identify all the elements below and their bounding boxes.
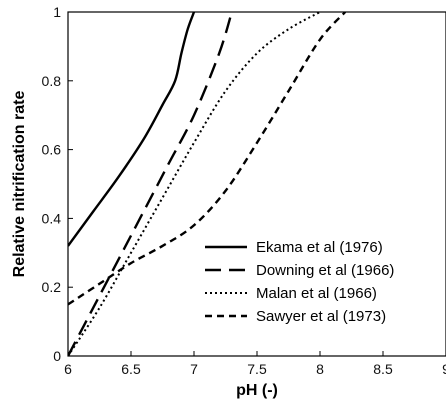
- x-tick-label: 7.5: [247, 361, 267, 377]
- x-tick-label: 8: [316, 361, 324, 377]
- series-line-sawyer: [68, 12, 347, 306]
- legend-label-downing: Downing et al (1966): [256, 262, 394, 279]
- y-axis-title: Relative nitrification rate: [11, 91, 28, 278]
- y-tick-label: 0.8: [42, 73, 62, 89]
- y-tick-label: 0.2: [42, 279, 62, 295]
- x-tick-label: 6.5: [121, 361, 141, 377]
- x-tick-label: 9: [442, 361, 446, 377]
- series-line-downing: [68, 12, 233, 356]
- series-line-malan: [68, 12, 321, 356]
- x-tick-label: 6: [64, 361, 72, 377]
- legend-label-sawyer: Sawyer et al (1973): [256, 308, 386, 325]
- plot-area: [67, 11, 446, 357]
- legend: Ekama et al (1976) Downing et al (1966) …: [205, 239, 394, 325]
- y-tick-label: 0.4: [42, 210, 62, 226]
- series-line-ekama: [68, 12, 196, 247]
- y-tick-label: 0: [53, 348, 61, 364]
- x-tick-label: 8.5: [373, 361, 393, 377]
- legend-label-malan: Malan et al (1966): [256, 285, 377, 302]
- x-axis-title: pH (-): [236, 382, 278, 399]
- y-tick-label: 1: [53, 4, 61, 20]
- series-lines: [68, 12, 347, 356]
- legend-label-ekama: Ekama et al (1976): [256, 239, 383, 256]
- plot-frame: [67, 11, 446, 357]
- x-tick-label: 7: [190, 361, 198, 377]
- y-tick-label: 0.6: [42, 142, 62, 158]
